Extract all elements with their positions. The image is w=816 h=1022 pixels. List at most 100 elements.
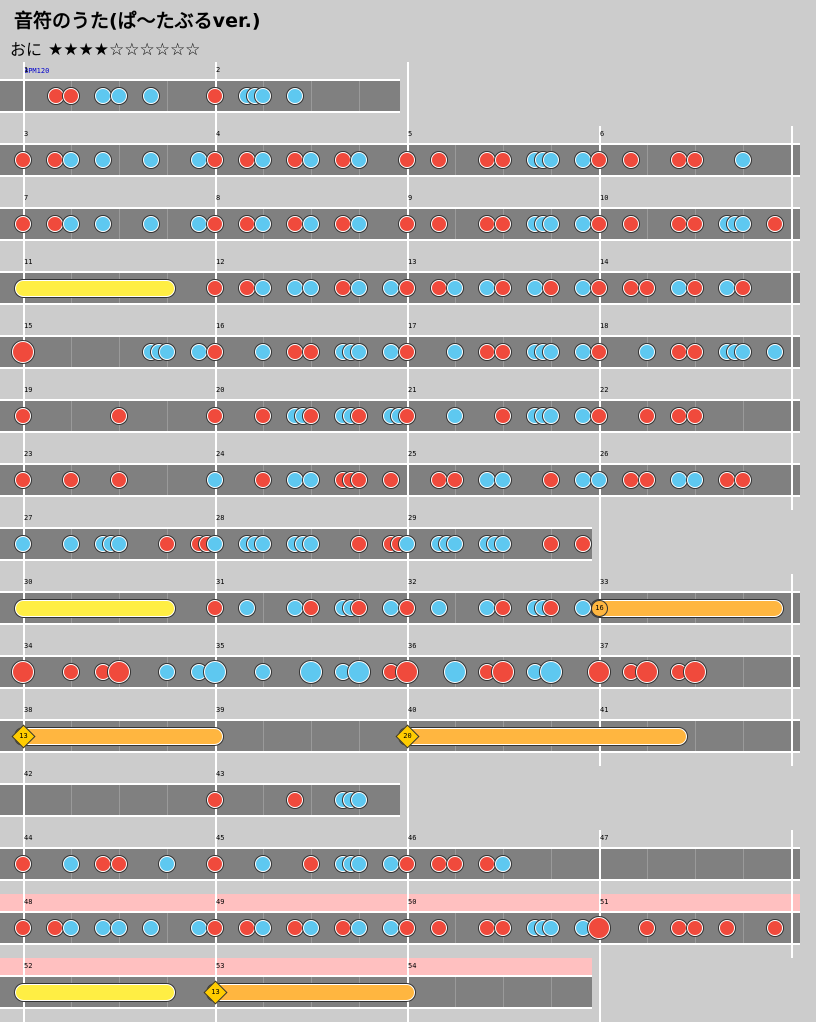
beat-line xyxy=(359,81,360,111)
big-ka-note xyxy=(300,661,322,683)
balloon-hit-count: 16 xyxy=(595,604,604,612)
don-note xyxy=(239,280,255,296)
don-note xyxy=(639,920,655,936)
ka-note xyxy=(735,344,751,360)
ka-note xyxy=(191,152,207,168)
bar-line xyxy=(791,638,793,702)
measure-number: 42 xyxy=(24,770,33,778)
ka-note xyxy=(255,88,271,104)
ka-note xyxy=(735,216,751,232)
bar-line xyxy=(23,766,25,830)
don-note xyxy=(687,920,703,936)
measure-number: 49 xyxy=(216,898,225,906)
beat-line xyxy=(743,721,744,751)
beat-line xyxy=(167,81,168,111)
measure-number: 38 xyxy=(24,706,33,714)
beat-line xyxy=(71,401,72,431)
don-note xyxy=(767,920,783,936)
measure-number: 43 xyxy=(216,770,225,778)
bpm-label: BPM120 xyxy=(24,67,50,75)
don-note xyxy=(591,280,607,296)
don-note xyxy=(479,344,495,360)
ka-note xyxy=(671,472,687,488)
ka-note xyxy=(303,216,319,232)
ka-note xyxy=(543,344,559,360)
ka-note xyxy=(191,344,207,360)
don-note xyxy=(431,216,447,232)
measure-number: 29 xyxy=(408,514,417,522)
ka-note xyxy=(303,536,319,552)
don-note xyxy=(15,152,31,168)
beat-line xyxy=(263,593,264,623)
beat-line xyxy=(455,209,456,239)
lane-border-bottom xyxy=(0,751,800,753)
measure-number: 33 xyxy=(600,578,609,586)
don-note xyxy=(303,600,319,616)
don-note xyxy=(287,344,303,360)
big-don-note xyxy=(684,661,706,683)
measure-number: 54 xyxy=(408,962,417,970)
measure-number: 19 xyxy=(24,386,33,394)
ka-note xyxy=(447,280,463,296)
don-note xyxy=(47,216,63,232)
ka-note xyxy=(383,600,399,616)
beat-line xyxy=(119,785,120,815)
don-note xyxy=(735,280,751,296)
measure-number: 40 xyxy=(408,706,417,714)
bar-line xyxy=(791,190,793,254)
ka-note xyxy=(111,536,127,552)
ka-note xyxy=(159,344,175,360)
score-row: 11 12 13 14 xyxy=(0,254,800,318)
don-note xyxy=(735,472,751,488)
beat-line xyxy=(647,209,648,239)
don-note xyxy=(287,792,303,808)
measure-number: 8 xyxy=(216,194,221,202)
don-note xyxy=(15,408,31,424)
ka-note xyxy=(143,920,159,936)
don-note xyxy=(719,920,735,936)
beat-line xyxy=(743,913,744,943)
ka-note xyxy=(351,152,367,168)
don-note xyxy=(543,600,559,616)
beat-line xyxy=(455,593,456,623)
lane-border-bottom xyxy=(0,495,800,497)
measure-number: 48 xyxy=(24,898,33,906)
measure-number: 21 xyxy=(408,386,417,394)
ka-note xyxy=(15,536,31,552)
ka-note xyxy=(671,280,687,296)
beat-line xyxy=(167,145,168,175)
don-note xyxy=(719,472,735,488)
beat-line xyxy=(455,977,456,1007)
gogo-highlight xyxy=(0,958,592,977)
don-note xyxy=(671,152,687,168)
ka-note xyxy=(351,344,367,360)
don-note xyxy=(15,856,31,872)
ka-note xyxy=(543,152,559,168)
ka-note xyxy=(63,152,79,168)
lane-border-top xyxy=(0,847,800,849)
lane-border-top xyxy=(0,335,800,337)
score-row: 15 16 17 18 xyxy=(0,318,800,382)
balloon-note xyxy=(399,728,687,745)
don-note xyxy=(351,536,367,552)
bar-line xyxy=(791,382,793,446)
don-note xyxy=(207,152,223,168)
ka-note xyxy=(351,920,367,936)
ka-note xyxy=(287,280,303,296)
don-note xyxy=(287,920,303,936)
don-note xyxy=(687,408,703,424)
don-note xyxy=(351,408,367,424)
measure-number: 35 xyxy=(216,642,225,650)
ka-note xyxy=(191,920,207,936)
ka-note xyxy=(255,536,271,552)
don-note xyxy=(591,344,607,360)
measure-number: 52 xyxy=(24,962,33,970)
beat-line xyxy=(119,209,120,239)
drumroll-note xyxy=(15,984,175,1001)
measure-number: 36 xyxy=(408,642,417,650)
measure-number: 31 xyxy=(216,578,225,586)
ka-note xyxy=(383,344,399,360)
don-note xyxy=(335,152,351,168)
measure-number: 13 xyxy=(408,258,417,266)
don-note xyxy=(399,344,415,360)
